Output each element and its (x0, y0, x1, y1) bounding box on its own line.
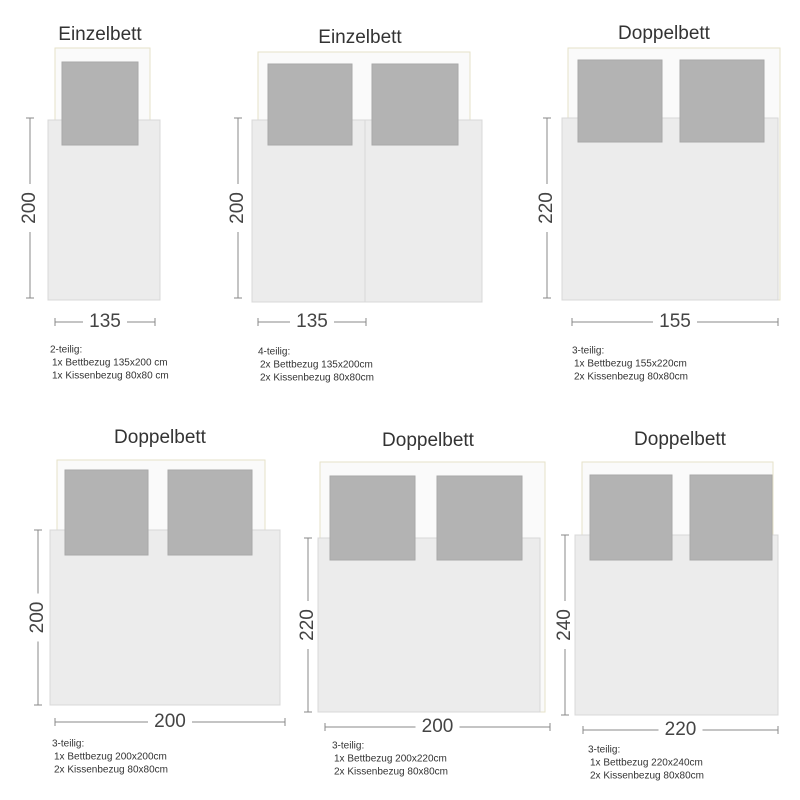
bed-detail: 1x Bettbezug 200x220cm (334, 754, 447, 765)
height-label: 200 (227, 192, 248, 224)
bed-title: Doppelbett (114, 427, 207, 448)
pillow (267, 63, 353, 146)
pillow (577, 59, 663, 143)
pillow (371, 63, 459, 146)
width-label: 135 (296, 311, 328, 332)
bed-detail: 4-teilig: (258, 347, 290, 358)
pillow (589, 474, 673, 561)
bed-detail: 3-teilig: (52, 739, 84, 750)
pillow (436, 475, 523, 561)
bed-title: Doppelbett (634, 429, 727, 450)
bed-detail: 3-teilig: (572, 346, 604, 357)
duvet (317, 537, 541, 713)
duvet (364, 119, 483, 303)
height-label: 200 (19, 192, 40, 224)
bed-detail: 2x Kissenbezug 80x80cm (590, 771, 704, 782)
pillow (64, 469, 149, 556)
duvet (49, 529, 281, 706)
height-label: 200 (27, 602, 48, 634)
pillow (329, 475, 416, 561)
bed-detail: 1x Bettbezug 200x200cm (54, 752, 167, 763)
bed-detail: 2x Kissenbezug 80x80cm (260, 373, 374, 384)
height-label: 240 (554, 609, 575, 641)
bed-detail: 1x Bettbezug 135x200 cm (52, 358, 168, 369)
width-label: 200 (154, 711, 186, 732)
duvet (574, 534, 779, 716)
bed-detail: 1x Kissenbezug 80x80 cm (52, 371, 169, 382)
bed-detail: 2x Bettbezug 135x200cm (260, 360, 373, 371)
duvet (251, 119, 371, 303)
bed-detail: 3-teilig: (332, 741, 364, 752)
bed-detail: 2x Kissenbezug 80x80cm (574, 372, 688, 383)
height-label: 220 (536, 192, 557, 224)
width-label: 220 (665, 719, 697, 740)
duvet (561, 117, 779, 301)
duvet (47, 119, 161, 301)
pillow (167, 469, 253, 556)
width-label: 135 (89, 311, 121, 332)
bed-detail: 1x Bettbezug 220x240cm (590, 758, 703, 769)
width-label: 200 (422, 716, 454, 737)
height-label: 220 (297, 609, 318, 641)
bed-detail: 2-teilig: (50, 345, 82, 356)
bed-detail: 2x Kissenbezug 80x80cm (334, 767, 448, 778)
bed-title: Einzelbett (318, 27, 402, 48)
pillow (679, 59, 765, 143)
bed-detail: 2x Kissenbezug 80x80cm (54, 765, 168, 776)
width-label: 155 (659, 311, 691, 332)
bed-detail: 1x Bettbezug 155x220cm (574, 359, 687, 370)
bed-title: Einzelbett (58, 24, 142, 45)
bed-detail: 3-teilig: (588, 745, 620, 756)
bed-title: Doppelbett (618, 23, 711, 44)
pillow (689, 474, 773, 561)
bed-title: Doppelbett (382, 430, 475, 451)
pillow (61, 61, 139, 146)
